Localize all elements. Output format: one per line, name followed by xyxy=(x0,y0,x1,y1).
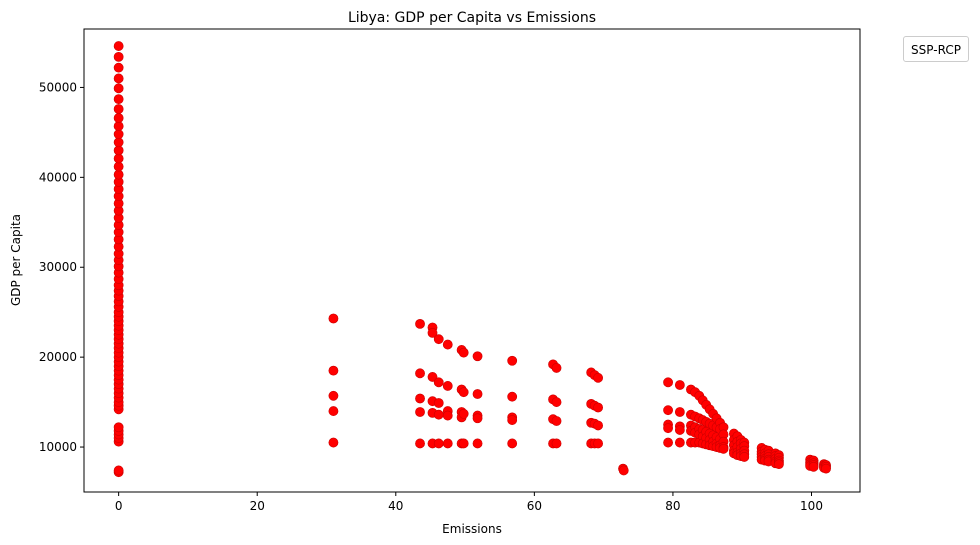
data-point xyxy=(442,381,453,391)
data-point xyxy=(113,41,124,51)
data-point xyxy=(663,437,673,448)
x-tick-label: 0 xyxy=(115,499,123,513)
data-point xyxy=(507,355,518,366)
data-point xyxy=(433,438,444,449)
x-tick-label: 40 xyxy=(388,499,403,513)
data-point xyxy=(472,413,483,424)
data-points xyxy=(113,41,831,478)
data-point xyxy=(774,459,784,470)
data-point xyxy=(507,438,518,449)
data-point xyxy=(472,351,483,362)
data-point xyxy=(113,62,124,73)
y-tick-label: 10000 xyxy=(39,440,77,454)
legend-title: SSP-RCP xyxy=(911,43,961,57)
data-point xyxy=(328,365,339,376)
data-point xyxy=(674,437,685,448)
data-point xyxy=(328,406,339,416)
data-point xyxy=(442,410,453,421)
data-point xyxy=(113,94,124,105)
data-point xyxy=(472,389,483,399)
data-point xyxy=(415,318,425,329)
data-point xyxy=(593,438,603,449)
data-point xyxy=(458,438,469,449)
data-point xyxy=(442,339,453,350)
data-point xyxy=(458,408,469,419)
data-point xyxy=(328,437,339,448)
data-point xyxy=(433,398,444,408)
chart-title: Libya: GDP per Capita vs Emissions xyxy=(348,10,596,26)
data-point xyxy=(415,438,425,449)
data-point xyxy=(507,415,518,425)
data-point xyxy=(328,313,339,324)
data-point xyxy=(472,438,483,449)
data-point xyxy=(113,465,124,476)
data-point xyxy=(593,420,603,431)
data-point xyxy=(674,425,685,435)
y-tick-label: 40000 xyxy=(39,170,77,184)
data-point xyxy=(507,391,518,402)
y-tick-label: 20000 xyxy=(39,350,77,364)
data-point xyxy=(113,104,124,114)
data-point xyxy=(663,377,673,388)
data-point xyxy=(427,327,438,338)
data-point xyxy=(442,438,453,449)
data-point xyxy=(821,463,831,474)
data-point xyxy=(718,443,729,454)
data-point xyxy=(674,380,685,390)
y-tick-label: 30000 xyxy=(39,260,77,274)
data-point xyxy=(113,83,124,94)
data-point xyxy=(551,438,562,449)
data-point xyxy=(551,416,562,426)
data-point xyxy=(739,452,750,462)
x-tick-label: 80 xyxy=(665,499,680,513)
data-point xyxy=(663,423,673,434)
data-point xyxy=(674,407,685,417)
data-point xyxy=(663,405,673,416)
x-tick-label: 60 xyxy=(527,499,542,513)
data-point xyxy=(593,372,603,383)
data-point xyxy=(458,387,469,398)
data-point xyxy=(415,393,425,404)
data-point xyxy=(415,407,425,417)
data-point xyxy=(113,51,124,62)
legend: SSP-RCP xyxy=(903,36,969,62)
data-point xyxy=(113,422,124,433)
x-tick-label: 100 xyxy=(800,499,823,513)
x-axis-label: Emissions xyxy=(442,522,502,536)
data-point xyxy=(433,409,444,420)
data-point xyxy=(618,465,629,476)
data-point xyxy=(427,372,438,382)
data-point xyxy=(551,397,562,407)
data-point xyxy=(113,113,124,123)
data-point xyxy=(433,334,444,345)
data-point xyxy=(458,347,469,358)
y-tick-label: 50000 xyxy=(39,80,77,94)
data-point xyxy=(808,461,819,472)
data-point xyxy=(415,368,425,379)
data-point xyxy=(113,73,124,84)
x-axis-ticks: 0 20 40 60 80 100 xyxy=(115,492,823,513)
data-point xyxy=(593,402,603,413)
data-point xyxy=(328,390,339,401)
y-axis-ticks: 10000 20000 30000 40000 50000 xyxy=(39,80,84,454)
plot-area-frame xyxy=(83,28,861,493)
data-point xyxy=(433,377,444,388)
x-tick-label: 20 xyxy=(250,499,265,513)
y-axis-label: GDP per Capita xyxy=(9,214,23,306)
data-point xyxy=(551,363,562,373)
